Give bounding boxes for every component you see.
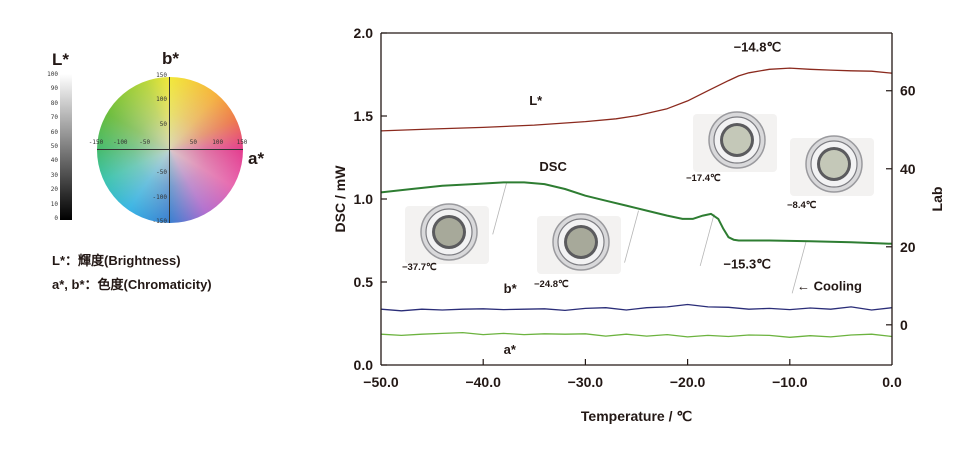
y2-tick-label: 0 <box>900 317 908 333</box>
sample-photo: −24.8℃ <box>534 213 621 290</box>
a-axis-tick-label: -50 <box>139 139 151 146</box>
x-tick-label: −40.0 <box>465 374 501 390</box>
photo-temperature-label: −37.7℃ <box>402 262 437 273</box>
y-axis-label: DSC / mW <box>332 165 348 233</box>
photo-temperature-label: −8.4℃ <box>787 200 817 211</box>
l-scale-tick-label: 10 <box>50 200 58 208</box>
a-axis-title: a* <box>248 149 265 168</box>
photo-leader-line <box>699 213 715 267</box>
color-space-legend: L* 100 90 80 70 60 50 40 30 20 10 0 b* a* 150 100 50… <box>0 0 320 450</box>
series-line-dsc <box>380 181 893 245</box>
l-scale-tick-label: 40 <box>50 157 58 165</box>
l-scale-tick-label: 50 <box>50 143 58 150</box>
x-axis-label: Temperature / ℃ <box>581 408 692 424</box>
a-axis-line <box>97 149 243 150</box>
b-axis-tick-label: -50 <box>156 169 167 177</box>
a-axis-tick-label: -150 <box>88 139 104 146</box>
chart-series <box>380 67 893 338</box>
b-axis-tick-label: -100 <box>152 193 167 201</box>
chromaticity-color-wheel <box>97 77 243 223</box>
sample-photo: −37.7℃ <box>402 203 489 273</box>
chart-labels: L* DSC b* a* −14.8℃ −15.3℃ ← Cooling <box>504 39 862 357</box>
l-scale-tick-label: 80 <box>50 99 58 107</box>
y-tick-label: 1.5 <box>354 108 374 124</box>
photo-leader-line <box>492 182 508 235</box>
l-scale-tick-label: 100 <box>47 71 58 78</box>
y2-tick-label: 40 <box>900 161 916 177</box>
series-label: b* <box>504 281 518 296</box>
b-axis-tick-label: -150 <box>152 218 167 225</box>
photo-leader-line <box>791 241 807 294</box>
series-line-b-star <box>380 303 893 312</box>
y-tick-label: 2.0 <box>354 25 374 41</box>
y2-axis-label: Lab <box>929 187 945 212</box>
sample-photo: −8.4℃ <box>787 135 874 211</box>
a-axis-tick-label: 150 <box>236 139 248 146</box>
a-axis-tick-label: 100 <box>212 139 224 146</box>
chromaticity-description: a*, b*：色度(Chromaticity) <box>52 277 212 292</box>
chart-annotation: ← Cooling <box>797 278 862 293</box>
y-tick-label: 0.5 <box>354 274 374 290</box>
l-scale-tick-label: 70 <box>50 114 58 122</box>
series-label: DSC <box>539 159 567 174</box>
brightness-description: L*：輝度(Brightness) <box>52 253 181 268</box>
l-scale-tick-label: 30 <box>50 171 58 179</box>
y-tick-label: 1.0 <box>354 191 374 207</box>
l-scale-tick-label: 20 <box>50 186 58 194</box>
x-tick-label: −50.0 <box>363 374 399 390</box>
x-tick-label: −10.0 <box>772 374 808 390</box>
y-tick-label: 0.0 <box>354 357 374 373</box>
sample-photo: −17.4℃ <box>686 111 777 184</box>
a-axis-tick-label: -100 <box>113 139 128 146</box>
b-axis-tick-label: 100 <box>156 96 167 104</box>
b-axis-title: b* <box>162 49 179 68</box>
l-scale-tick-label: 0 <box>54 215 58 222</box>
l-scale-title: L* <box>52 50 69 69</box>
b-axis-tick-label: 50 <box>159 120 167 128</box>
chart-annotation: −15.3℃ <box>723 257 771 272</box>
x-tick-label: −20.0 <box>670 374 706 390</box>
b-axis-line <box>169 77 170 223</box>
chart-axes: −50.0 −40.0 −30.0 −20.0 −10.0 0.0 0.0 0.5 1.0 1.5… <box>354 25 916 390</box>
chart-annotation: −14.8℃ <box>734 39 782 54</box>
l-scale-tick-label: 90 <box>50 85 58 93</box>
x-tick-label: 0.0 <box>882 374 902 390</box>
x-tick-label: −30.0 <box>568 374 604 390</box>
series-label: a* <box>504 342 517 357</box>
photo-temperature-label: −17.4℃ <box>686 173 721 184</box>
series-line-l-star <box>380 67 893 132</box>
y2-tick-label: 60 <box>900 83 916 99</box>
series-label: L* <box>529 93 543 108</box>
series-line-a-star <box>380 331 893 338</box>
sample-photo-insets: −37.7℃ −24.8℃ −17.4℃ −8.4℃ <box>402 111 874 290</box>
photo-leader-line <box>624 210 639 263</box>
y2-tick-label: 20 <box>900 239 916 255</box>
l-scale-gradient-bar <box>60 74 72 220</box>
photo-leader-lines <box>492 182 807 294</box>
a-axis-tick-label: 50 <box>189 139 197 146</box>
l-scale-tick-label: 60 <box>50 128 58 136</box>
b-axis-tick-label: 150 <box>156 72 167 79</box>
photo-temperature-label: −24.8℃ <box>534 279 569 290</box>
